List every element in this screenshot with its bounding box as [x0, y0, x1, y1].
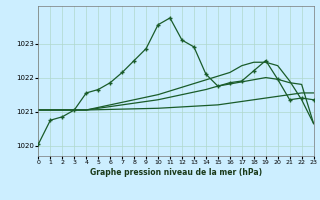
X-axis label: Graphe pression niveau de la mer (hPa): Graphe pression niveau de la mer (hPa)	[90, 168, 262, 177]
